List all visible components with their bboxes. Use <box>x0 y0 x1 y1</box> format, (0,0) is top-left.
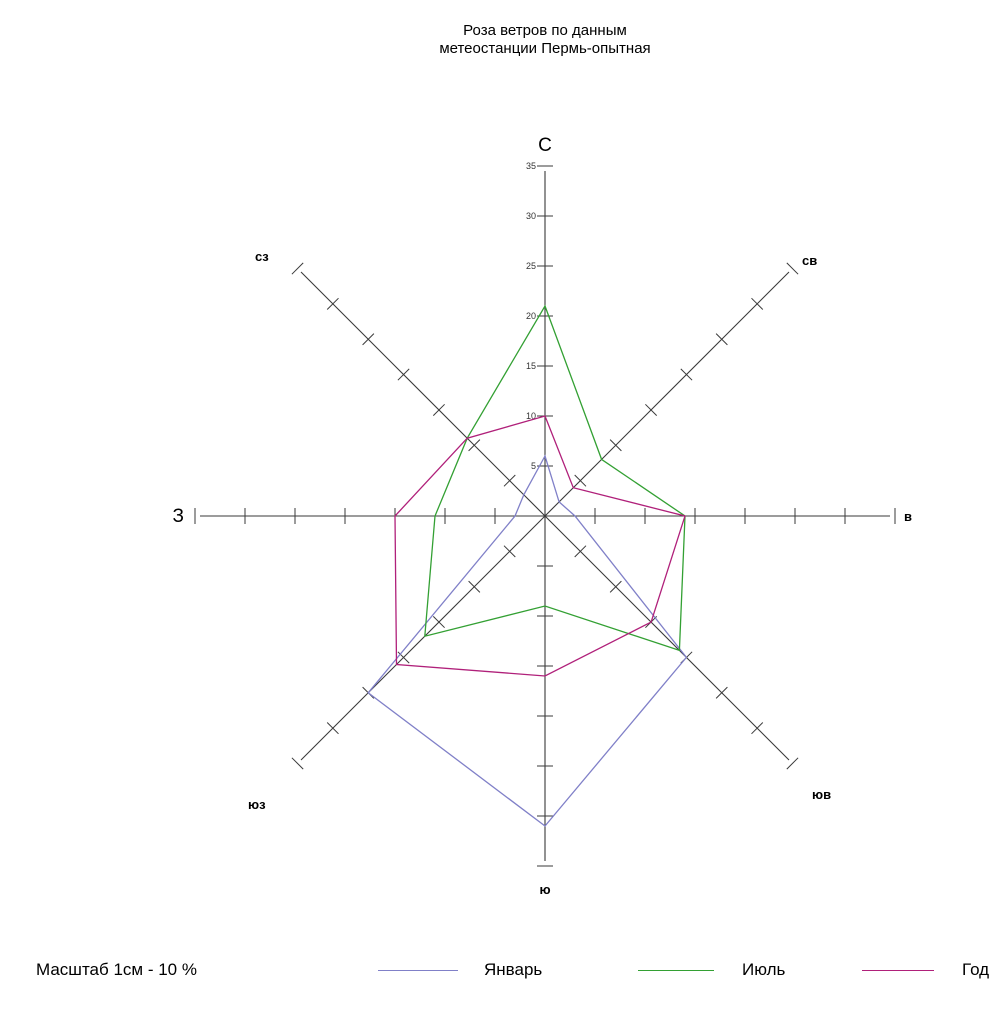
tick-СЗ-2 <box>468 439 481 452</box>
tick-СВ-2 <box>609 439 622 452</box>
scale-note: Масштаб 1см - 10 % <box>36 960 197 979</box>
tick-СВ-5 <box>715 333 728 346</box>
tick-СВ-4 <box>680 368 693 381</box>
tick-label-35: 35 <box>526 161 536 171</box>
legend-swatch-1 <box>378 970 458 971</box>
footer: Масштаб 1см - 10 % Январь Июль Год <box>0 960 989 1000</box>
tick-ЮВ-7 <box>786 757 799 770</box>
tick-СЗ-5 <box>362 333 375 346</box>
legend-label-3: Год <box>962 960 989 979</box>
legend-swatch-2 <box>638 970 714 971</box>
tick-ЮЗ-7 <box>291 757 304 770</box>
series-layer <box>367 304 688 827</box>
chart-title-line-1: Роза ветров по данным <box>463 22 627 39</box>
legend-label-2: Июль <box>742 960 786 979</box>
direction-label-З: З <box>173 506 184 527</box>
tick-ЮЗ-2 <box>468 580 481 593</box>
axis-ЮЗ <box>300 515 546 761</box>
legend-swatch-3 <box>862 970 934 971</box>
tick-СВ-1 <box>574 474 587 487</box>
tick-СЗ-1 <box>503 474 516 487</box>
tick-label-15: 15 <box>526 361 536 371</box>
axis-ЮВ <box>544 515 790 761</box>
tick-labels: 5 10 15 20 25 30 35 <box>526 161 536 471</box>
wind-rose-chart: 5 10 15 20 25 30 35 Ссв в юв ю юз Зсз <box>173 135 912 897</box>
axis-СВ <box>544 271 790 517</box>
tick-ЮВ-1 <box>574 545 587 558</box>
direction-label-ЮЗ: юз <box>248 797 266 812</box>
tick-label-10: 10 <box>526 411 536 421</box>
direction-labels: Ссв в юв ю юз Зсз <box>173 135 912 897</box>
tick-СЗ-3 <box>432 403 445 416</box>
tick-ЮЗ-1 <box>503 545 516 558</box>
tick-ЮВ-6 <box>751 722 764 735</box>
tick-СВ-3 <box>645 403 658 416</box>
chart-title: Роза ветров по данным метеостанции Пермь… <box>295 22 795 58</box>
series-3-line <box>394 415 686 677</box>
legend-label-1: Январь <box>484 960 543 979</box>
chart-title-line-2: метеостанции Пермь-опытная <box>439 40 651 57</box>
tick-label-30: 30 <box>526 211 536 221</box>
axes-layer <box>194 165 896 867</box>
tick-СЗ-7 <box>291 262 304 275</box>
tick-ЮЗ-4 <box>397 651 410 664</box>
series-1-line <box>367 454 688 827</box>
tick-СВ-7 <box>786 262 799 275</box>
direction-label-ЮВ: юв <box>812 787 831 802</box>
tick-ЮЗ-6 <box>326 722 339 735</box>
tick-СЗ-4 <box>397 368 410 381</box>
direction-label-С: С <box>538 135 552 156</box>
axis-СЗ <box>300 271 546 517</box>
tick-ЮВ-5 <box>715 686 728 699</box>
tick-label-20: 20 <box>526 311 536 321</box>
tick-СЗ-6 <box>326 297 339 310</box>
tick-СВ-6 <box>751 297 764 310</box>
direction-label-СЗ: сз <box>255 249 269 264</box>
series-2-line <box>424 304 686 652</box>
direction-label-Ю: ю <box>539 882 550 897</box>
tick-ЮЗ-3 <box>432 616 445 629</box>
tick-ЮВ-2 <box>609 580 622 593</box>
tick-label-25: 25 <box>526 261 536 271</box>
direction-label-СВ: св <box>802 253 817 268</box>
tick-label-5: 5 <box>531 461 536 471</box>
direction-label-В: в <box>904 509 912 524</box>
